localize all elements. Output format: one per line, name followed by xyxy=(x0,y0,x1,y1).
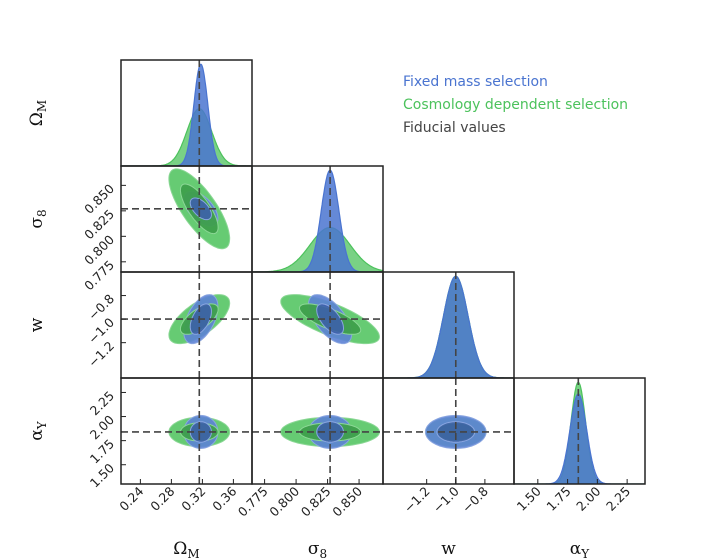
x-tick-label: 1.50 xyxy=(514,483,544,513)
x-tick-label: 2.25 xyxy=(603,484,633,514)
marginal-panel-w xyxy=(383,272,514,378)
x-tick-label: 0.24 xyxy=(116,483,146,513)
marginal-panel-sigma_8 xyxy=(252,166,383,272)
panel-frame xyxy=(513,377,646,485)
contour-panel-omega_m-alpha_y xyxy=(121,378,252,484)
x-tick-label: −1.2 xyxy=(401,484,433,516)
x-tick-label: 2.00 xyxy=(573,483,603,513)
y-tick-label: −0.8 xyxy=(85,291,117,323)
x-tick-label: 0.850 xyxy=(329,483,365,519)
marginal-sigma_8-series-0 xyxy=(252,169,383,272)
x-tick-label: −0.8 xyxy=(459,483,491,515)
x-tick-label: 0.28 xyxy=(147,483,177,513)
y-tick-label: 2.25 xyxy=(87,388,117,418)
y-tick-label: −1.2 xyxy=(85,338,117,370)
y-tick-label: 1.75 xyxy=(87,436,117,466)
x-tick-label: 0.32 xyxy=(178,484,208,514)
marginal-panel-alpha_y xyxy=(514,378,645,484)
marginal-panel-omega_m xyxy=(121,60,252,166)
y-axis-label-omega_m: ΩM xyxy=(27,100,49,126)
legend-fixed-mass: Fixed mass selection xyxy=(403,74,548,90)
marginal-alpha_y-series-0 xyxy=(514,393,645,484)
contour-panel-omega_m-w xyxy=(121,272,252,378)
x-axis-label-w: w xyxy=(441,539,456,559)
x-axis-label-alpha_y: αY xyxy=(570,539,590,559)
contour-panel-omega_m-sigma_8 xyxy=(121,166,252,272)
y-tick-label: 0.850 xyxy=(81,181,117,217)
x-axis-label-sigma_8: σ8 xyxy=(308,539,327,559)
legend: Fixed mass selection Cosmology dependent… xyxy=(403,74,628,136)
legend-fiducial: Fiducial values xyxy=(403,120,506,136)
y-axis-label-w: w xyxy=(27,317,47,332)
x-tick-label: 0.800 xyxy=(266,483,302,519)
contour-panel-sigma_8-alpha_y xyxy=(252,378,383,484)
contour-panel-w-alpha_y xyxy=(383,378,514,484)
x-axis-label-omega_m: ΩM xyxy=(173,539,199,559)
y-axis-label-sigma_8: σ8 xyxy=(27,209,49,228)
x-tick-label: 0.825 xyxy=(298,484,334,520)
y-tick-label: 1.50 xyxy=(87,460,117,490)
legend-cosmology-dependent: Cosmology dependent selection xyxy=(403,97,628,113)
x-tick-label: 0.775 xyxy=(235,484,271,520)
marginal-w-series-0 xyxy=(383,275,514,378)
contour-panel-sigma_8-w xyxy=(252,272,383,378)
marginal-omega_m-series-1 xyxy=(121,108,252,166)
y-tick-label: 2.00 xyxy=(87,412,117,442)
x-tick-label: 1.75 xyxy=(543,484,573,514)
x-tick-label: −1.0 xyxy=(430,483,462,515)
y-axis-label-alpha_y: αY xyxy=(27,420,49,440)
marginal-omega_m-series-0 xyxy=(121,63,252,166)
y-tick-label: −1.0 xyxy=(85,315,117,347)
